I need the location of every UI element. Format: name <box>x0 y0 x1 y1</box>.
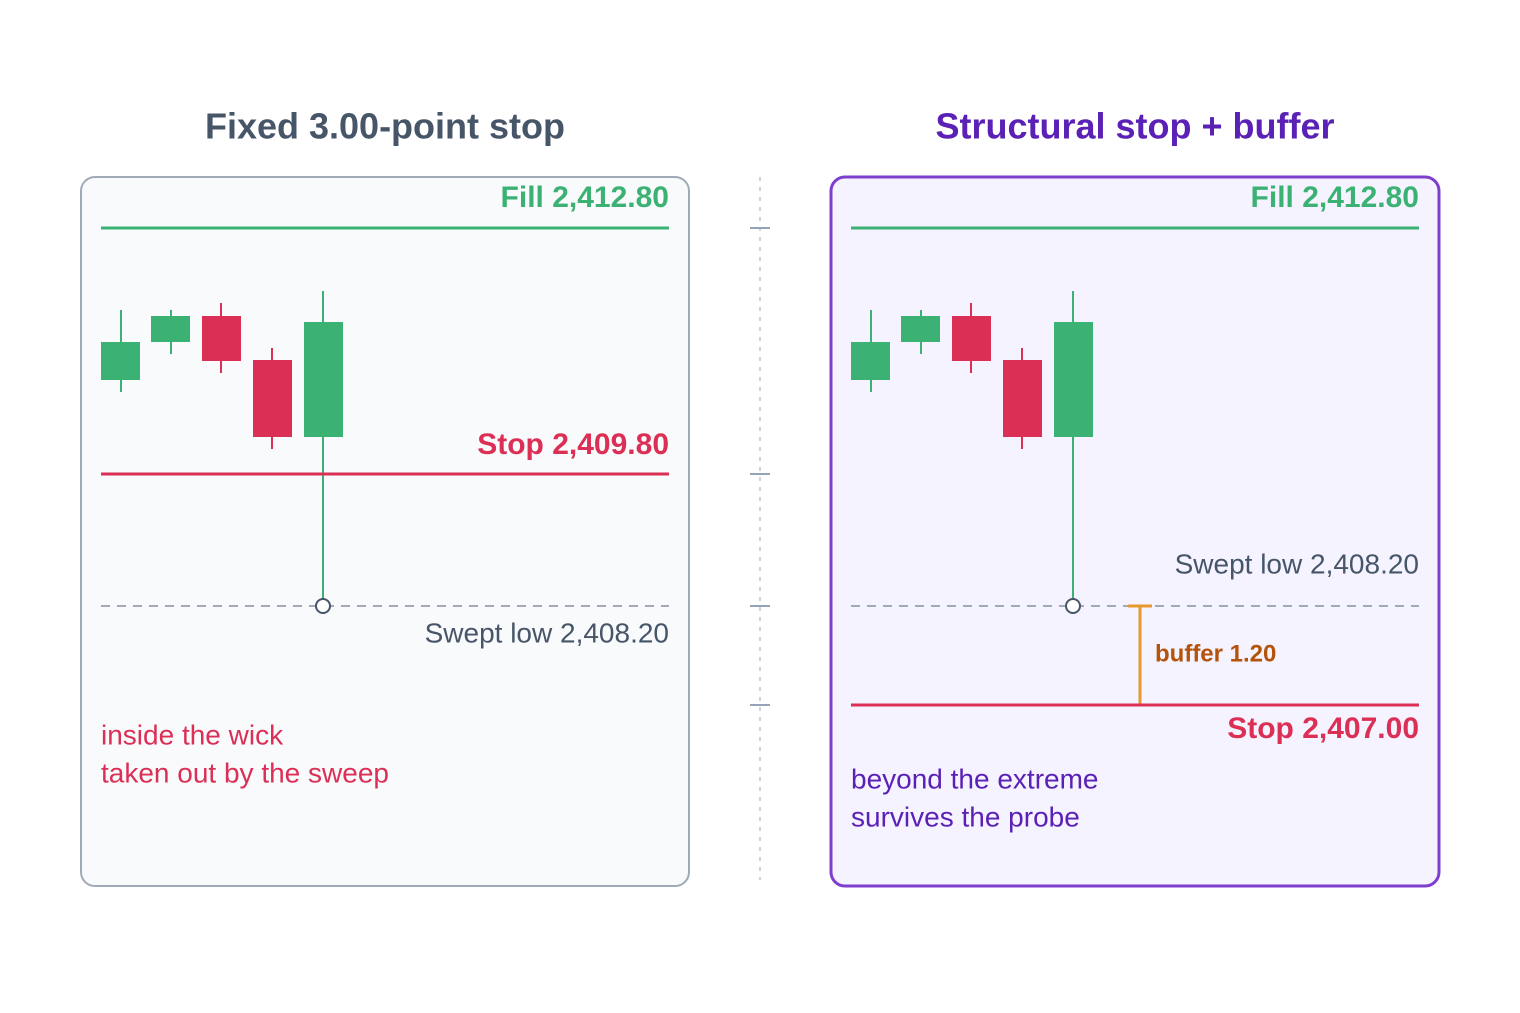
level-ticks <box>750 227 770 706</box>
panel-title: Structural stop + buffer <box>935 106 1334 147</box>
stop-label: Stop 2,407.00 <box>1227 712 1419 745</box>
candle <box>151 316 190 342</box>
candle <box>202 316 241 361</box>
candle <box>952 316 991 361</box>
candle <box>901 316 940 342</box>
candle <box>1054 322 1093 437</box>
buffer-label: buffer 1.20 <box>1155 640 1276 667</box>
candle <box>304 322 343 437</box>
candle <box>851 342 890 380</box>
candles <box>101 291 343 606</box>
stop-label: Stop 2,409.80 <box>477 428 669 461</box>
fill-label: Fill 2,412.80 <box>1251 181 1419 214</box>
fill-label: Fill 2,412.80 <box>501 181 669 214</box>
swept-point <box>1065 598 1081 614</box>
candles <box>851 291 1093 606</box>
candle <box>1003 360 1042 437</box>
swept-point <box>315 598 331 614</box>
swept-label: Swept low 2,408.20 <box>425 617 669 648</box>
note: survives the probe <box>851 801 1080 832</box>
note: taken out by the sweep <box>101 757 389 788</box>
panel-title: Fixed 3.00-point stop <box>205 106 565 147</box>
note: beyond the extreme <box>851 763 1099 794</box>
swept-label: Swept low 2,408.20 <box>1175 548 1419 579</box>
note: inside the wick <box>101 719 284 750</box>
candle <box>253 360 292 437</box>
candle <box>101 342 140 380</box>
